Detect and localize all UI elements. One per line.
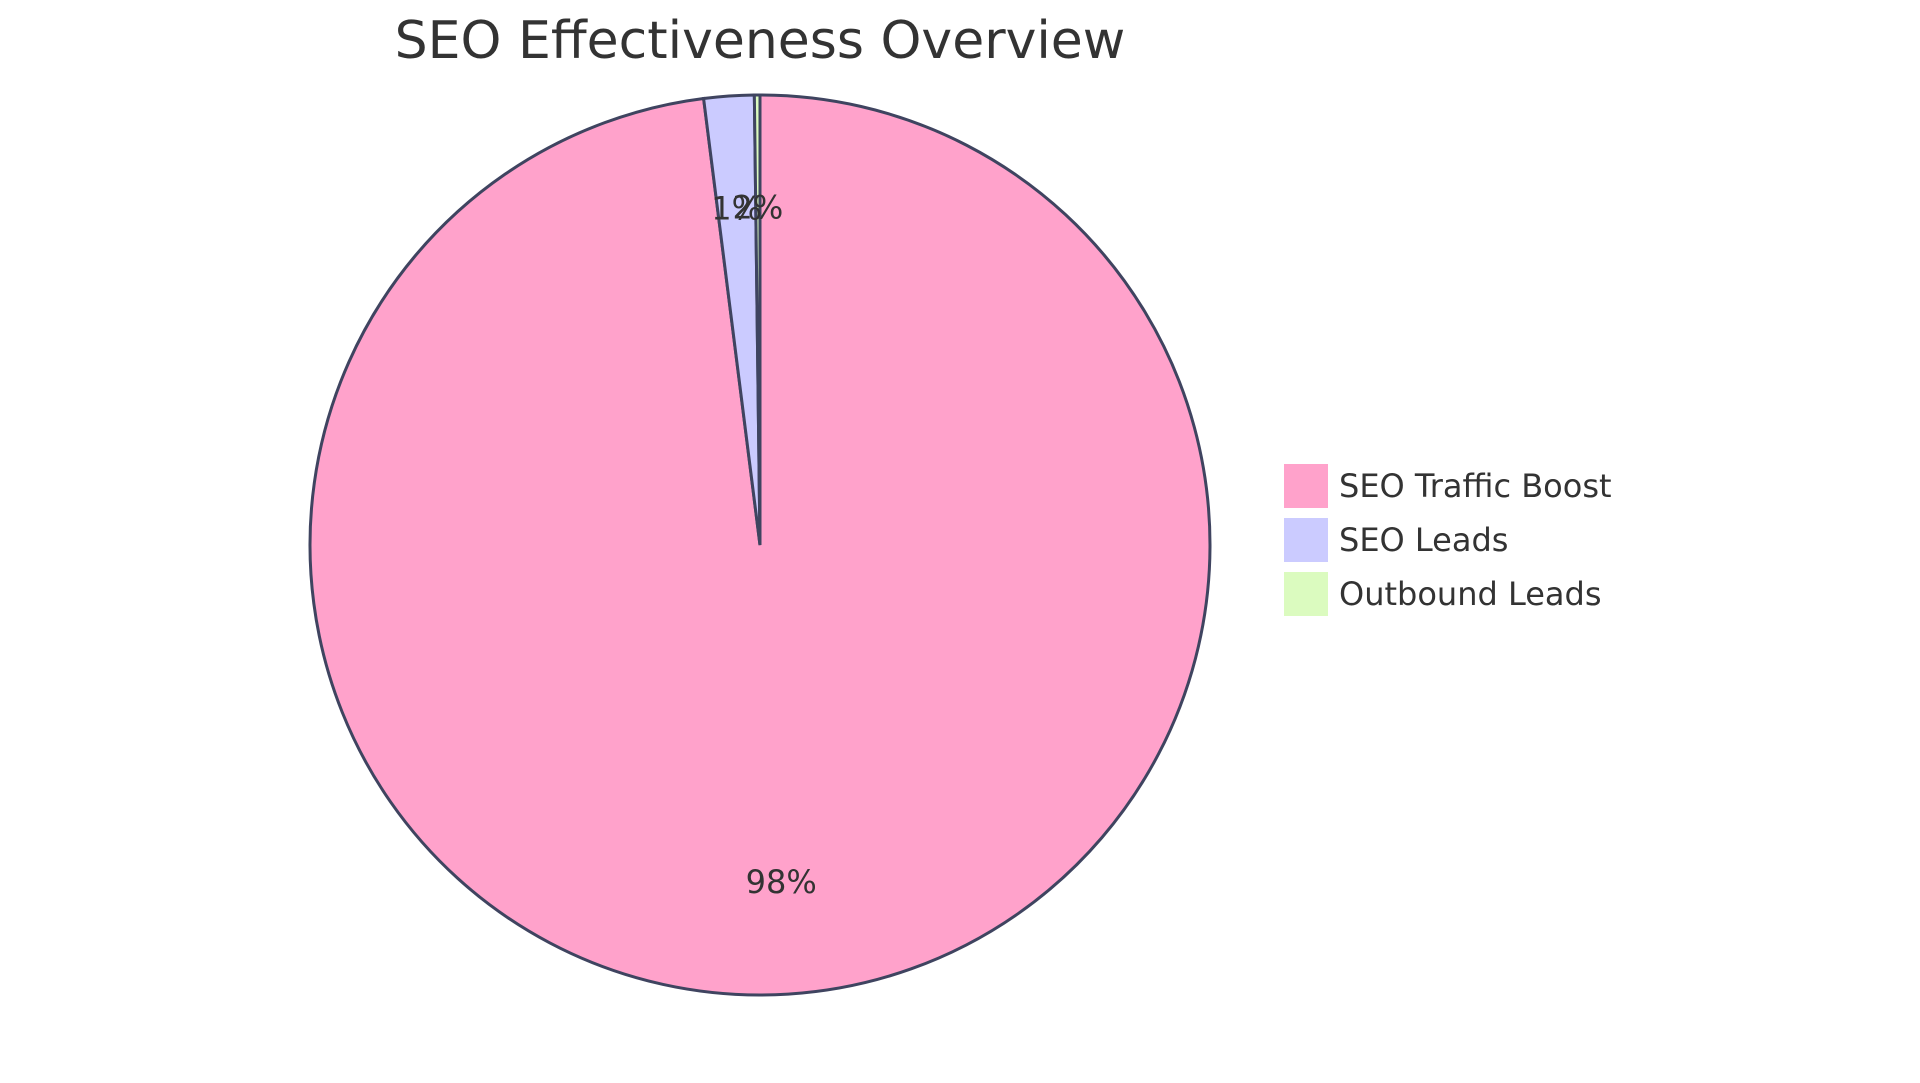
legend-label-outbound-leads: Outbound Leads bbox=[1339, 575, 1602, 613]
pie-slices bbox=[308, 93, 1212, 997]
legend-swatch-seo-leads bbox=[1282, 516, 1330, 564]
slice-label-outbound-leads: 2% bbox=[732, 189, 783, 227]
legend-label-seo-traffic-boost: SEO Traffic Boost bbox=[1339, 467, 1612, 505]
legend-label-seo-leads: SEO Leads bbox=[1339, 521, 1508, 559]
slice-label-seo-leads: 1% bbox=[711, 189, 762, 227]
slice-label-seo-traffic-boost: 98% bbox=[746, 863, 817, 901]
legend-swatch-seo-traffic-boost bbox=[1282, 462, 1330, 510]
pie-slice-labels: 98% 1%2% bbox=[711, 189, 816, 901]
legend-swatch-outbound-leads bbox=[1282, 570, 1330, 618]
pie-slice-outbound-leads bbox=[752, 93, 762, 546]
chart-legend: SEO Traffic Boost SEO Leads Outbound Leads bbox=[1282, 462, 1612, 618]
chart-title: SEO Effectiveness Overview bbox=[395, 11, 1126, 71]
